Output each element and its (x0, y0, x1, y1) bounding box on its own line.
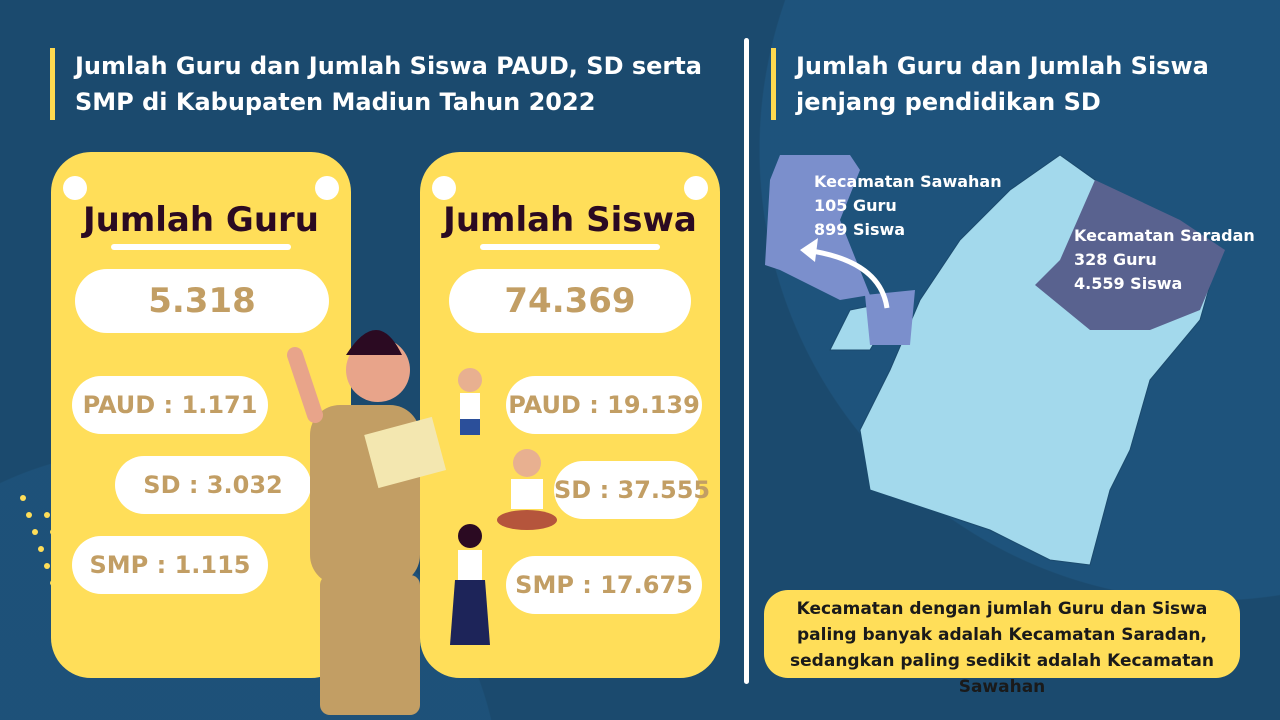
title-line: Jumlah Guru dan Jumlah Siswa PAUD, SD se… (75, 52, 702, 80)
dot (20, 495, 26, 501)
right-title: Jumlah Guru dan Jumlah Siswa jenjang pen… (771, 48, 1209, 120)
arrow-head-icon (800, 238, 818, 262)
hole-icon (315, 176, 339, 200)
guru-total: 5.318 (75, 269, 329, 333)
siswa-paud: PAUD : 19.139 (506, 376, 702, 434)
district-guru: 105 Guru (814, 196, 897, 215)
label-sawahan: Kecamatan Sawahan 105 Guru 899 Siswa (814, 170, 1002, 242)
dot (32, 529, 38, 535)
arrow-icon (804, 247, 890, 309)
dot (38, 546, 44, 552)
left-title: Jumlah Guru dan Jumlah Siswa PAUD, SD se… (50, 48, 702, 120)
summary-note: Kecamatan dengan jumlah Guru dan Siswa p… (764, 590, 1240, 697)
siswa-sd: SD : 37.555 (554, 461, 710, 519)
card-title: Jumlah Guru (82, 200, 319, 240)
student-reading-illustration (497, 449, 557, 530)
label-saradan: Kecamatan Saradan 328 Guru 4.559 Siswa (1074, 224, 1255, 296)
hole-icon (684, 176, 708, 200)
guru-card: Jumlah Guru 5.318 PAUD : 1.171 SD : 3.03… (51, 152, 351, 678)
divider (744, 38, 749, 684)
district-siswa: 4.559 Siswa (1074, 274, 1183, 293)
kabupaten-madiun-map (765, 154, 1225, 566)
title-line: Jumlah Guru dan Jumlah Siswa (796, 52, 1209, 80)
map-region-sawahan (765, 155, 915, 345)
district-name: Kecamatan Sawahan (814, 172, 1002, 191)
guru-paud: PAUD : 1.171 (72, 376, 268, 434)
student-girl-illustration (450, 524, 490, 645)
siswa-total: 74.369 (449, 269, 691, 333)
siswa-smp: SMP : 17.675 (506, 556, 702, 614)
dot (44, 563, 50, 569)
guru-smp: SMP : 1.115 (72, 536, 268, 594)
hole-icon (432, 176, 456, 200)
underline (111, 244, 291, 250)
district-name: Kecamatan Saradan (1074, 226, 1255, 245)
dot (26, 512, 32, 518)
guru-sd: SD : 3.032 (115, 456, 311, 514)
underline (480, 244, 660, 250)
title-line: SMP di Kabupaten Madiun Tahun 2022 (75, 88, 596, 116)
district-guru: 328 Guru (1074, 250, 1157, 269)
district-siswa: 899 Siswa (814, 220, 906, 239)
map-region-saradan (1035, 180, 1225, 330)
card-title: Jumlah Siswa (443, 200, 697, 240)
dot (44, 512, 50, 518)
teacher-illustration (287, 330, 447, 715)
title-line: jenjang pendidikan SD (796, 88, 1101, 116)
hole-icon (63, 176, 87, 200)
student-illustration (458, 368, 482, 435)
